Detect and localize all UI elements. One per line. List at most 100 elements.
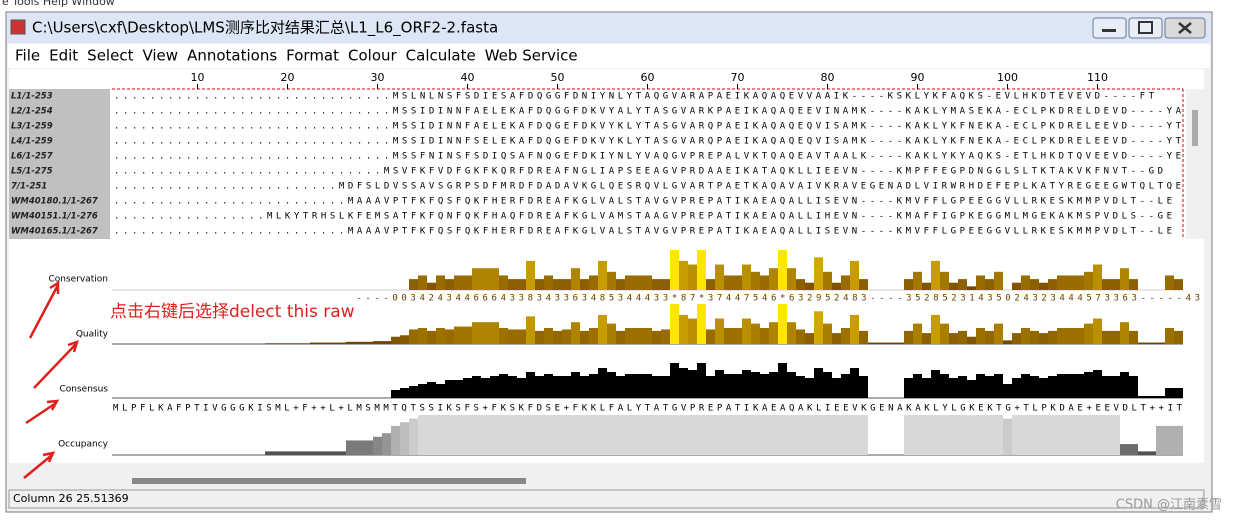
- h-scroll-thumb[interactable]: [132, 478, 526, 484]
- menu-item[interactable]: Calculate: [406, 47, 476, 65]
- occupancy-bar: [436, 415, 445, 455]
- consensus-bar: [1075, 374, 1084, 398]
- quality-bar: [454, 326, 463, 344]
- minimize-button[interactable]: [1092, 17, 1127, 39]
- v-scroll-thumb[interactable]: [1192, 110, 1198, 146]
- consensus-bar: [607, 372, 616, 398]
- occupancy-bar: [1030, 415, 1039, 455]
- occupancy-bar: [481, 415, 490, 455]
- quality-bar: [562, 329, 571, 344]
- conservation-bar: [625, 275, 634, 290]
- quality-bar: [625, 328, 634, 344]
- consensus-bar: [922, 378, 931, 398]
- consensus-bar: [949, 378, 958, 398]
- conservation-bar: [472, 268, 481, 290]
- instruction-note: 点击右键后选择delect this raw: [110, 302, 355, 322]
- quality-bar: [535, 330, 544, 344]
- occupancy-bar: [1102, 415, 1111, 455]
- sequence-residues: ...............................MSSIDINNF…: [114, 122, 1182, 132]
- occupancy-bar: [985, 415, 994, 455]
- quality-bar: [994, 323, 1003, 344]
- quality-bar: [283, 343, 292, 344]
- conservation-bar: [436, 275, 445, 290]
- consensus-bar: [859, 376, 868, 398]
- conservation-bar: [760, 275, 769, 290]
- conservation-bar: [1111, 279, 1120, 290]
- close-icon: [1178, 22, 1192, 34]
- quality-bar: [850, 314, 859, 344]
- occupancy-bar: [715, 415, 724, 455]
- quality-bar: [1066, 328, 1075, 344]
- menu-item[interactable]: Select: [87, 47, 133, 65]
- ruler-label: 100: [997, 71, 1018, 84]
- consensus-bar: [589, 374, 598, 398]
- conservation-bar: [571, 268, 580, 290]
- menu-item[interactable]: Annotations: [187, 47, 277, 65]
- occupancy-bar: [1021, 415, 1030, 455]
- conservation-bar: [850, 260, 859, 290]
- conservation-bar: [733, 275, 742, 290]
- menu-item[interactable]: View: [142, 47, 178, 65]
- occupancy-bar: [409, 418, 418, 455]
- conservation-bar: [1030, 279, 1039, 290]
- occupancy-bar: [310, 451, 319, 455]
- consensus-bar: [418, 384, 427, 398]
- quality-bar: [787, 322, 796, 344]
- consensus-bar: [742, 370, 751, 398]
- occupancy-bar: [643, 415, 652, 455]
- quality-bar: [1156, 342, 1165, 344]
- quality-bar: [823, 323, 832, 344]
- quality-bar: [1030, 330, 1039, 344]
- occupancy-bar: [427, 415, 436, 455]
- menu-item[interactable]: Web Service: [485, 47, 578, 65]
- consensus-bar: [1156, 396, 1165, 398]
- conservation-bar: [904, 279, 913, 290]
- occupancy-bar: [832, 415, 841, 455]
- conservation-bar: [1021, 275, 1030, 290]
- sequence-name: L1/1-253: [11, 92, 53, 102]
- quality-bar: [481, 322, 490, 344]
- consensus-bar: [913, 374, 922, 398]
- menu-item[interactable]: Format: [286, 47, 339, 65]
- consensus-bar: [1039, 378, 1048, 398]
- occupancy-bar: [706, 415, 715, 455]
- occupancy-bar: [490, 415, 499, 455]
- quality-bar: [733, 328, 742, 344]
- menu-item[interactable]: Colour: [348, 47, 398, 65]
- occupancy-bar: [499, 415, 508, 455]
- window-title: C:\Users\cxf\Desktop\LMS测序比对结果汇总\L1_L6_O…: [32, 19, 498, 38]
- app-icon: [10, 19, 26, 35]
- conservation-bar: [1174, 279, 1183, 290]
- occupancy-bar: [1165, 425, 1174, 455]
- ruler-label: 20: [281, 71, 295, 84]
- quality-bar: [1021, 328, 1030, 344]
- occupancy-bar: [805, 415, 814, 455]
- occupancy-bar: [1075, 415, 1084, 455]
- occupancy-bar: [823, 415, 832, 455]
- occupancy-bar: [733, 415, 742, 455]
- occupancy-bar: [1048, 415, 1057, 455]
- consensus-bar: [940, 374, 949, 398]
- occupancy-bar: [652, 415, 661, 455]
- consensus-bar: [994, 374, 1003, 398]
- status-bar: [8, 489, 1205, 509]
- occupancy-bar: [1084, 415, 1093, 455]
- quality-bar: [571, 322, 580, 344]
- conservation-bar: [634, 275, 643, 290]
- quality-bar: [517, 329, 526, 344]
- menu-item[interactable]: Edit: [49, 47, 78, 65]
- h-scrollbar[interactable]: [9, 463, 1204, 488]
- consensus-bar: [472, 376, 481, 398]
- occupancy-bar: [1129, 444, 1138, 455]
- v-scrollbar[interactable]: [1186, 89, 1204, 239]
- consensus-bar: [1129, 376, 1138, 398]
- quality-bar: [778, 304, 787, 344]
- quality-bar: [661, 329, 670, 344]
- quality-bar: [913, 323, 922, 344]
- menu-item[interactable]: File: [15, 47, 40, 65]
- maximize-button[interactable]: [1128, 17, 1163, 39]
- occupancy-bar: [661, 415, 670, 455]
- minimize-icon: [1102, 29, 1116, 32]
- occupancy-bar: [778, 415, 787, 455]
- conservation-bar: [1066, 275, 1075, 290]
